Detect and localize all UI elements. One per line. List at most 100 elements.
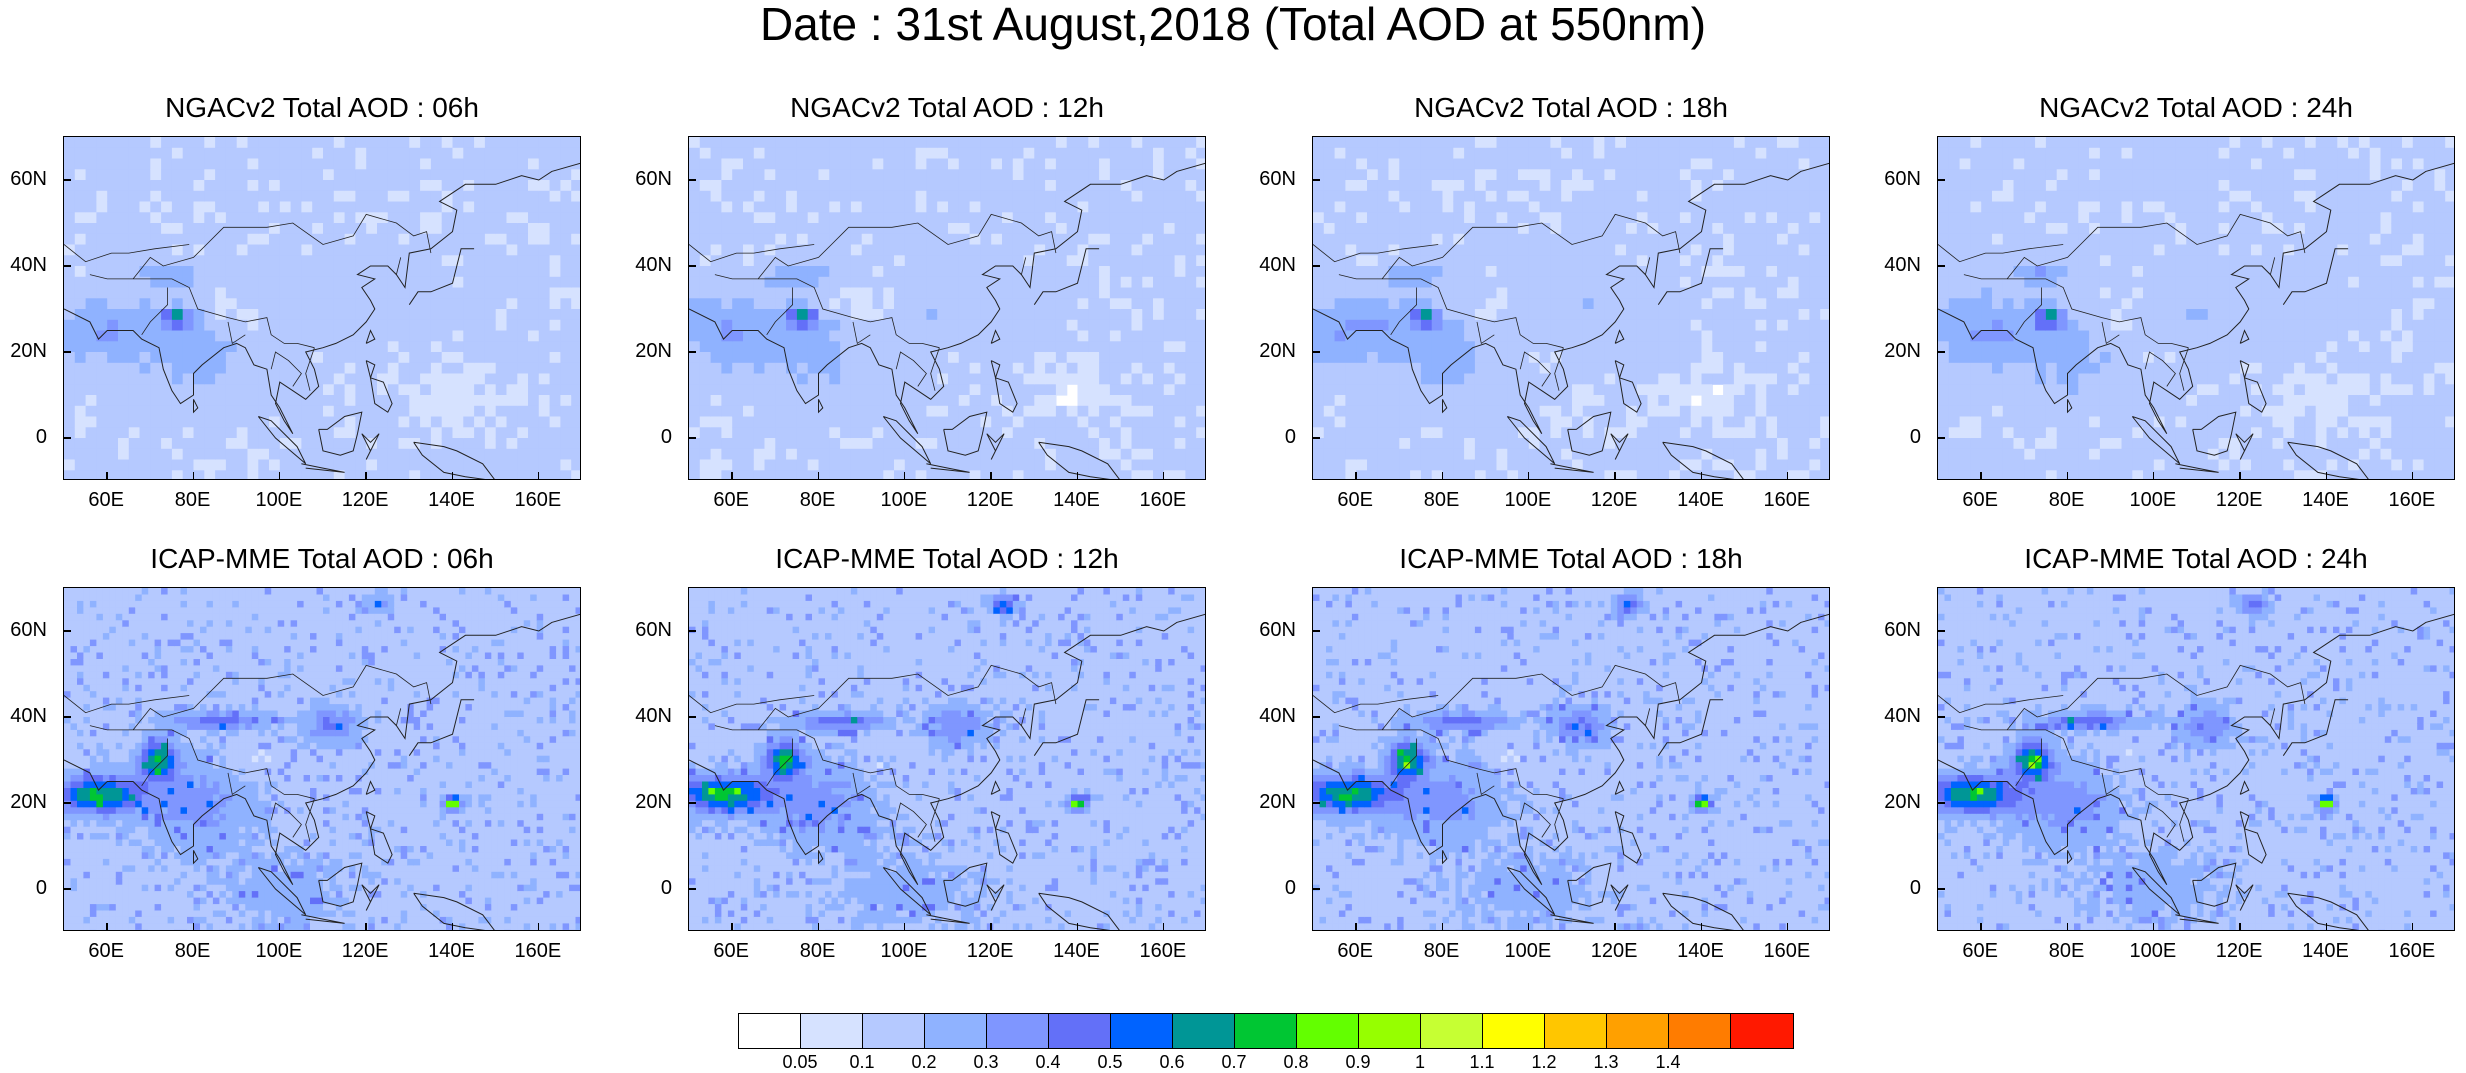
aod-cell	[1766, 438, 1777, 449]
aod-cell	[1756, 191, 1767, 202]
aod-cell	[1324, 341, 1335, 352]
aod-cell	[312, 406, 323, 417]
aod-cell	[1324, 223, 1335, 234]
aod-cell	[1164, 245, 1175, 256]
aod-cell	[463, 159, 474, 170]
aod-cell	[1938, 331, 1949, 342]
aod-cell	[1777, 363, 1788, 374]
aod-cell	[204, 331, 215, 342]
aod-cell	[1389, 384, 1400, 395]
aod-cell	[1410, 180, 1421, 191]
aod-cell	[1594, 460, 1605, 471]
aod-cell	[107, 159, 118, 170]
aod-cell	[1099, 298, 1110, 309]
aod-cell	[269, 266, 280, 277]
aod-cell	[1626, 202, 1637, 213]
aod-cell	[1561, 169, 1572, 180]
aod-cell	[215, 427, 226, 438]
aod-cell	[161, 298, 172, 309]
aod-cell	[1637, 288, 1648, 299]
aod-cell	[1777, 202, 1788, 213]
aod-cell	[1002, 137, 1013, 148]
aod-cell	[1960, 460, 1971, 471]
aod-cell	[1766, 288, 1777, 299]
aod-cell	[2003, 159, 2014, 170]
aod-cell	[840, 191, 851, 202]
aod-cell	[1045, 374, 1056, 385]
aod-cell	[1153, 363, 1164, 374]
aod-cell	[1507, 223, 1518, 234]
aod-cell	[1378, 234, 1389, 245]
aod-cell	[248, 191, 259, 202]
aod-cell	[905, 363, 916, 374]
aod-cell	[1313, 202, 1324, 213]
aod-cell	[420, 470, 431, 480]
aod-cell	[215, 191, 226, 202]
aod-cell	[1335, 180, 1346, 191]
aod-cell	[1013, 427, 1024, 438]
aod-cell	[1475, 169, 1486, 180]
aod-cell	[1615, 191, 1626, 202]
aod-cell	[1034, 212, 1045, 223]
aod-cell	[1132, 449, 1143, 460]
aod-cell	[1809, 212, 1820, 223]
aod-cell	[1615, 417, 1626, 428]
aod-cell	[507, 341, 518, 352]
aod-cell	[1164, 427, 1175, 438]
aod-cell	[2003, 169, 2014, 180]
aod-cell	[883, 191, 894, 202]
aod-cell	[485, 449, 496, 460]
aod-cell	[1615, 449, 1626, 460]
aod-cell	[1540, 212, 1551, 223]
aod-cell	[150, 288, 161, 299]
aod-cell	[1723, 320, 1734, 331]
aod-cell	[258, 148, 269, 159]
aod-cell	[1658, 223, 1669, 234]
aod-cell	[1443, 245, 1454, 256]
aod-cell	[399, 212, 410, 223]
aod-cell	[150, 331, 161, 342]
aod-cell	[226, 374, 237, 385]
aod-cell	[1432, 341, 1443, 352]
aod-cell	[1067, 449, 1078, 460]
aod-cell	[560, 460, 571, 471]
aod-cell	[237, 137, 248, 148]
aod-cell	[269, 438, 280, 449]
aod-cell	[172, 277, 183, 288]
aod-cell	[2014, 363, 2025, 374]
aod-cell	[1196, 202, 1206, 213]
aod-cell	[754, 288, 765, 299]
aod-cell	[1389, 191, 1400, 202]
aod-cell	[1421, 320, 1432, 331]
aod-cell	[388, 277, 399, 288]
aod-cell	[851, 159, 862, 170]
aod-cell	[107, 148, 118, 159]
aod-cell	[1024, 320, 1035, 331]
aod-cell	[1799, 363, 1810, 374]
aod-cell	[1540, 191, 1551, 202]
aod-cell	[1572, 255, 1583, 266]
aod-cell	[732, 320, 743, 331]
aod-cell	[204, 438, 215, 449]
aod-cell	[1056, 406, 1067, 417]
aod-cell	[991, 449, 1002, 460]
aod-cell	[1626, 288, 1637, 299]
aod-cell	[894, 266, 905, 277]
aod-cell	[1464, 460, 1475, 471]
aod-cell	[550, 148, 561, 159]
aod-cell	[1486, 331, 1497, 342]
aod-cell	[1132, 460, 1143, 471]
aod-cell	[118, 234, 129, 245]
aod-cell	[862, 148, 873, 159]
aod-cell	[539, 266, 550, 277]
aod-cell	[1378, 212, 1389, 223]
aod-cell	[797, 266, 808, 277]
aod-cell	[1175, 374, 1186, 385]
aod-cell	[291, 266, 302, 277]
aod-cell	[1615, 212, 1626, 223]
aod-cell	[1175, 460, 1186, 471]
aod-cell	[496, 331, 507, 342]
aod-cell	[172, 352, 183, 363]
aod-cell	[1680, 277, 1691, 288]
aod-cell	[1132, 352, 1143, 363]
